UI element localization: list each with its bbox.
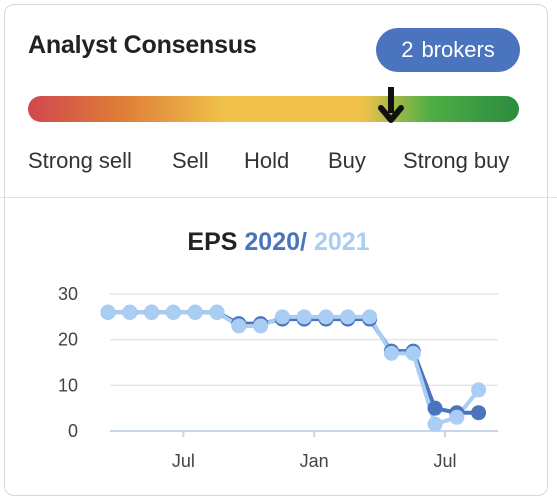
x-tick-label: Jul [172,451,195,471]
eps-label: EPS [187,228,238,256]
data-point-2021 [340,309,356,325]
section-divider [0,197,557,198]
scale-label-strong-sell: Strong sell [28,148,132,173]
y-tick-label: 20 [58,330,78,350]
data-point-2021 [144,304,160,320]
y-tick-label: 0 [68,421,78,441]
data-point-2021 [362,309,378,325]
data-point-2021 [383,345,399,361]
series-line-2021 [108,310,481,427]
data-point-2021 [318,309,334,325]
y-tick-label: 30 [58,284,78,304]
brokers-badge[interactable]: 2 brokers [376,28,520,72]
scale-label-buy: Buy [328,148,366,173]
x-tick-label: Jul [433,451,456,471]
widget-title: Analyst Consensus [28,31,257,59]
data-point-2020 [471,405,487,421]
arrow-down-icon [378,87,405,123]
data-point-2021 [231,318,247,334]
data-point-2021 [253,318,269,334]
scale-label-strong-buy: Strong buy [403,148,510,173]
scale-label-hold: Hold [244,148,290,173]
data-point-2021 [274,309,290,325]
data-point-2021 [427,416,443,432]
data-point-2021 [122,304,138,320]
data-point-2020 [427,400,443,416]
x-tick-label: Jan [300,451,329,471]
series-line-2020 [108,310,479,415]
data-point-2021 [449,409,465,425]
eps-separator: / [300,228,307,256]
eps-year-2021[interactable]: 2021 [313,228,370,256]
eps-year-2020[interactable]: 2020 [244,228,301,256]
eps-chart-title: EPS 2020/ 2021 [0,228,557,257]
brokers-label: brokers [421,37,495,62]
scale-label-sell: Sell [172,148,209,173]
data-point-2021 [187,304,203,320]
data-point-2021 [471,382,487,398]
data-point-2021 [296,309,312,325]
data-point-2021 [209,304,225,320]
consensus-gauge [28,96,519,122]
y-tick-label: 10 [58,375,78,395]
brokers-count: 2 [401,37,414,62]
data-point-2021 [405,345,421,361]
data-point-2021 [100,304,116,320]
data-point-2021 [165,304,181,320]
